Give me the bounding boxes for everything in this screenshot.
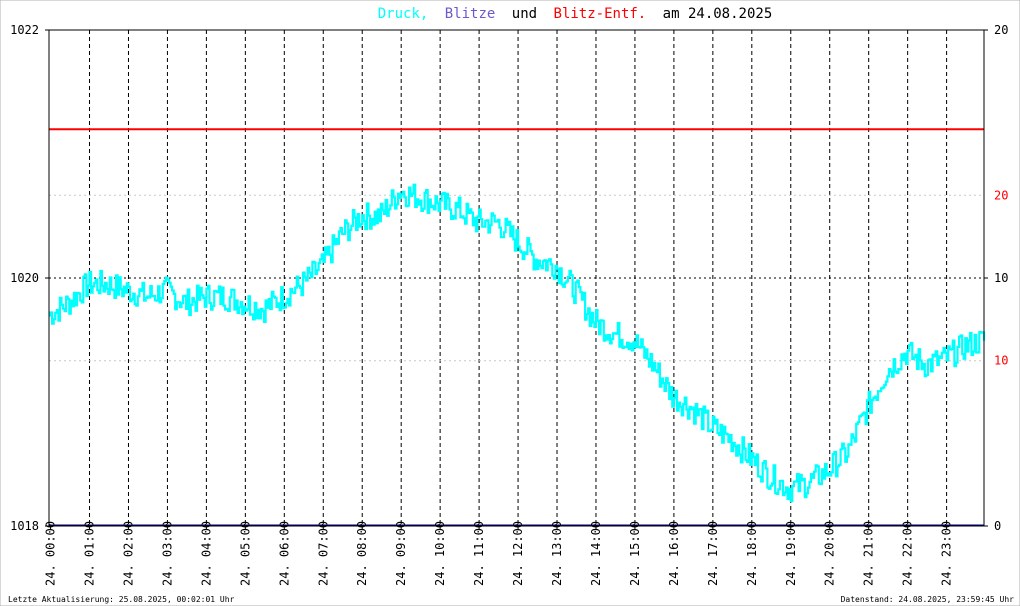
x-tick-label: 24. 22:00 — [901, 521, 915, 586]
x-tick-label: 24. 20:00 — [823, 521, 837, 586]
x-tick-label: 24. 18:00 — [745, 521, 759, 586]
x-tick-label: 24. 12:00 — [511, 521, 525, 586]
y-right-inner-tick-label: 10 — [994, 354, 1008, 368]
title-und: und — [512, 6, 537, 22]
y-left-tick-label: 1018 — [10, 519, 39, 533]
x-tick-label: 24. 07:00 — [316, 521, 330, 586]
chart-title: Druck, Blitze und Blitz-Entf. am 24.08.2… — [378, 6, 773, 22]
x-tick-label: 24. 11:00 — [472, 521, 486, 586]
x-tick-label: 24. 10:00 — [433, 521, 447, 586]
x-tick-label: 24. 14:00 — [589, 521, 603, 586]
x-tick-label: 24. 08:00 — [355, 521, 369, 586]
x-tick-label: 24. 09:00 — [394, 521, 408, 586]
y-right-tick-label: 0 — [994, 519, 1001, 533]
x-tick-label: 24. 00:00 — [44, 521, 58, 586]
title-blitze: Blitze — [445, 6, 496, 22]
footer-last-update: Letzte Aktualisierung: 25.08.2025, 00:02… — [8, 595, 235, 604]
x-tick-label: 24. 02:00 — [121, 521, 135, 586]
y-right-tick-label: 20 — [994, 23, 1008, 37]
grid-lines — [49, 30, 984, 526]
x-tick-label: 24. 21:00 — [862, 521, 876, 586]
x-tick-label: 24. 04:00 — [199, 521, 213, 586]
x-tick-label: 24. 15:00 — [628, 521, 642, 586]
footer-data-status: Datenstand: 24.08.2025, 23:59:45 Uhr — [841, 595, 1015, 604]
x-tick-label: 24. 05:00 — [238, 521, 252, 586]
x-tick-label: 24. 01:00 — [83, 521, 97, 586]
series-druck — [49, 183, 986, 503]
x-tick-label: 24. 13:00 — [550, 521, 564, 586]
title-date: am 24.08.2025 — [663, 6, 773, 22]
y-left-tick-label: 1022 — [10, 23, 39, 37]
y-right-inner-tick-label: 20 — [994, 188, 1008, 202]
y-right-tick-label: 10 — [994, 271, 1008, 285]
x-tick-label: 24. 06:00 — [277, 521, 291, 586]
x-tick-label: 24. 03:00 — [160, 521, 174, 586]
x-tick-label: 24. 23:00 — [940, 521, 954, 586]
title-druck: Druck, — [378, 6, 429, 22]
x-tick-label: 24. 19:00 — [784, 521, 798, 586]
title-blitz-entf: Blitz-Entf. — [554, 6, 647, 22]
x-tick-label: 24. 17:00 — [706, 521, 720, 586]
x-tick-label: 24. 16:00 — [667, 521, 681, 586]
y-left-tick-label: 1020 — [10, 271, 39, 285]
